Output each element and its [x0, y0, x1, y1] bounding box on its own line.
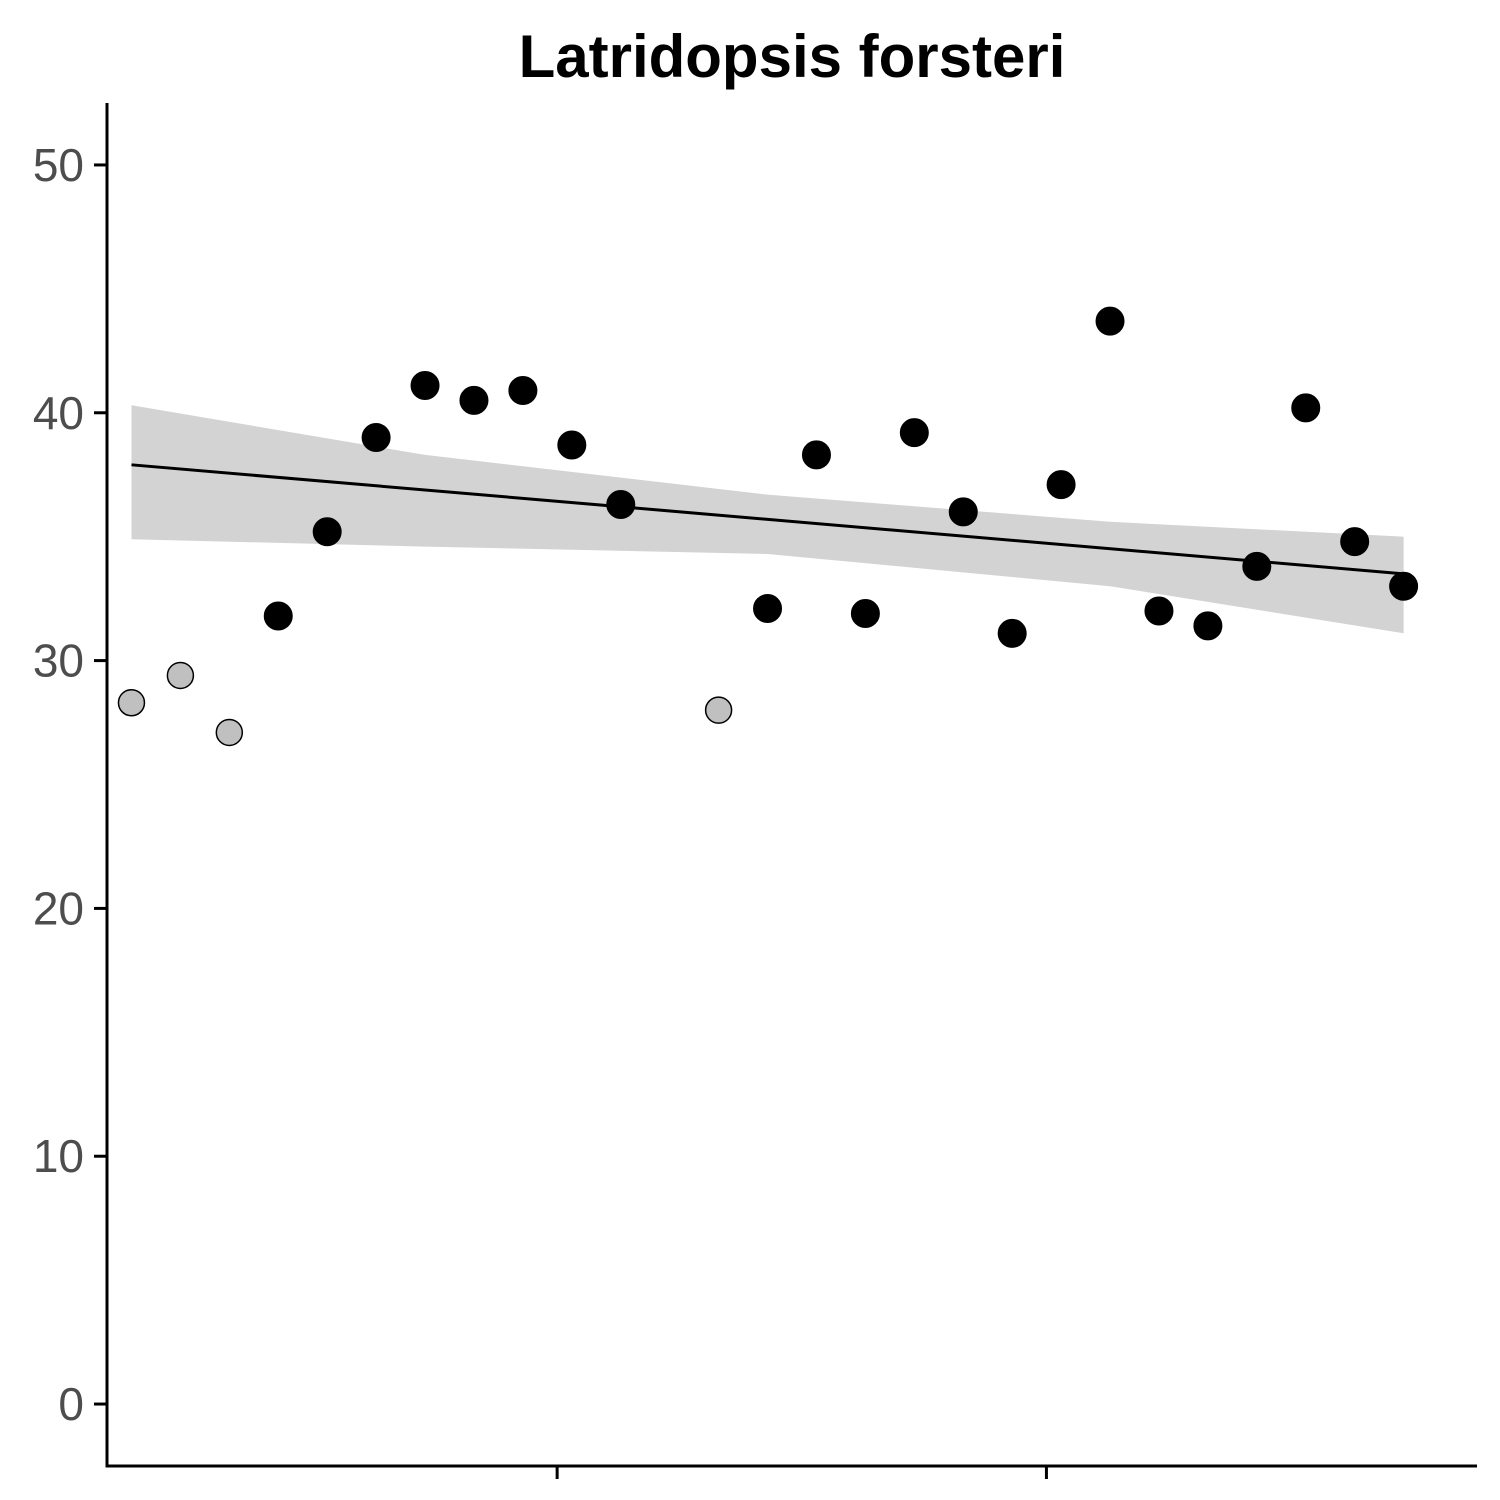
data-point	[1193, 611, 1223, 641]
data-point	[753, 594, 783, 624]
y-tick-label: 0	[58, 1378, 84, 1430]
x-ticks	[555, 1466, 1048, 1479]
data-point	[459, 385, 489, 415]
data-point	[557, 430, 587, 460]
data-point	[606, 489, 636, 519]
data-point	[361, 423, 391, 453]
y-tick-label: 40	[33, 387, 84, 439]
data-point	[410, 371, 440, 401]
data-point	[263, 601, 293, 631]
y-ticks: 0 10 20 30 40 50	[33, 139, 107, 1430]
y-tick-label: 20	[33, 882, 84, 934]
data-point	[1046, 470, 1076, 500]
y-tick-label: 30	[33, 635, 84, 687]
data-point	[1389, 571, 1419, 601]
data-point-excluded	[704, 696, 733, 724]
trend-line-layer	[131, 463, 1404, 576]
data-point	[948, 497, 978, 527]
points-layer	[117, 306, 1419, 747]
data-point	[850, 599, 880, 629]
data-point-excluded	[117, 688, 146, 717]
data-point-excluded	[166, 661, 195, 690]
data-point	[899, 418, 929, 448]
y-tick-label: 50	[33, 139, 84, 191]
chart-title: Latridopsis forsteri	[519, 23, 1066, 90]
data-point	[1291, 393, 1321, 423]
data-point	[508, 375, 538, 405]
axes	[105, 103, 1477, 1468]
data-point	[1095, 306, 1125, 336]
data-point	[1144, 596, 1174, 626]
data-point	[1242, 551, 1272, 581]
data-point	[312, 517, 342, 547]
data-point	[997, 618, 1027, 648]
data-point-excluded	[215, 718, 244, 747]
trend-line	[131, 463, 1404, 576]
data-point	[801, 440, 831, 470]
y-tick-label: 10	[33, 1130, 84, 1182]
data-point	[1340, 527, 1370, 557]
